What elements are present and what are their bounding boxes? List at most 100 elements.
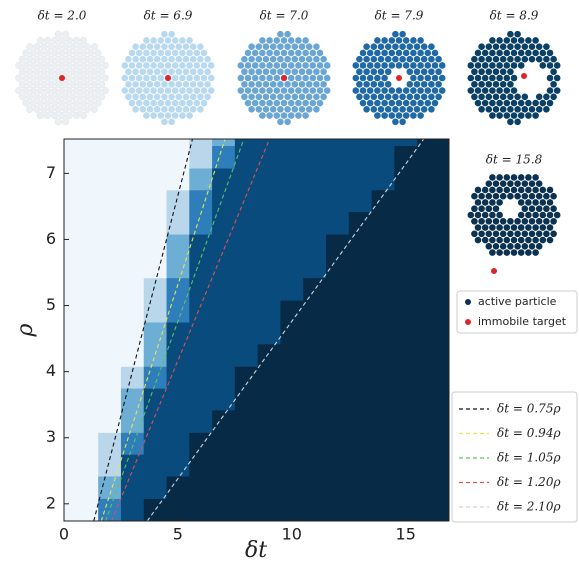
particle [550,230,557,237]
particle [208,62,215,69]
particle [147,68,154,75]
phase-cell [144,388,236,410]
phase-cell [303,278,449,301]
particle [486,106,493,113]
phase-cell [189,212,212,235]
particle [15,75,22,82]
particle [62,68,69,75]
particle [140,93,147,100]
particle [360,100,367,107]
particle [514,218,521,225]
particle [536,243,543,250]
particle [475,187,482,194]
particle [414,81,421,88]
particle [550,81,557,88]
particle [55,81,62,88]
particle [428,43,435,50]
particle [88,50,95,57]
particle [161,56,168,63]
particle [34,43,41,50]
particle [41,93,48,100]
particle [471,205,478,212]
particle [432,75,439,82]
particle [313,93,320,100]
particle [536,56,543,63]
particle [270,106,277,113]
particle [183,68,190,75]
particle [302,100,309,107]
particle [263,43,270,50]
particle [356,81,363,88]
particle [378,106,385,113]
particle [511,249,518,256]
particle [91,106,98,113]
particle [299,81,306,88]
particle [367,50,374,57]
particle [201,87,208,94]
x-tick-label: 15 [396,525,416,544]
particle [381,50,388,57]
particle [543,106,550,113]
phase-cell [167,366,236,388]
particle [62,56,69,63]
particle [266,100,273,107]
particle [52,62,59,69]
particle [532,224,539,231]
particle [482,187,489,194]
particle [34,93,41,100]
particle [511,37,518,44]
particle [147,93,154,100]
particle [288,62,295,69]
particle [554,212,561,219]
particle [140,43,147,50]
particle [194,87,201,94]
particle [410,37,417,44]
particle [482,237,489,244]
particle [468,62,475,69]
particle [158,87,165,94]
particle [274,62,281,69]
particle [158,62,165,69]
particle [281,50,288,57]
particle [150,50,157,57]
particle [518,50,525,57]
particle [70,93,77,100]
particle [540,50,547,57]
particle [425,50,432,57]
particle [525,37,532,44]
particle [522,243,529,250]
particle [52,87,59,94]
legend-dot [465,319,471,325]
particle [172,100,179,107]
phase-cell [144,300,167,322]
particle [529,205,536,212]
particle [248,68,255,75]
particle [489,62,496,69]
particle [532,174,539,181]
particle [504,237,511,244]
particle [475,87,482,94]
particle [168,68,175,75]
particle [367,62,374,69]
phase-cell [372,190,450,212]
particle [284,43,291,50]
particle [532,187,539,194]
legend-label: δt = 1.05ρ [497,451,561,465]
particle [165,62,172,69]
particle [310,100,317,107]
particle [41,56,48,63]
particle [489,112,496,119]
particle [417,100,424,107]
particle [201,50,208,57]
particle [475,62,482,69]
phase-cell [64,432,99,454]
phase-cell [212,124,235,146]
particle [489,174,496,181]
particle [122,87,129,94]
particle [299,43,306,50]
particle [493,218,500,225]
particle [186,37,193,44]
phase-cell [189,300,281,322]
particle [190,56,197,63]
particle [197,93,204,100]
